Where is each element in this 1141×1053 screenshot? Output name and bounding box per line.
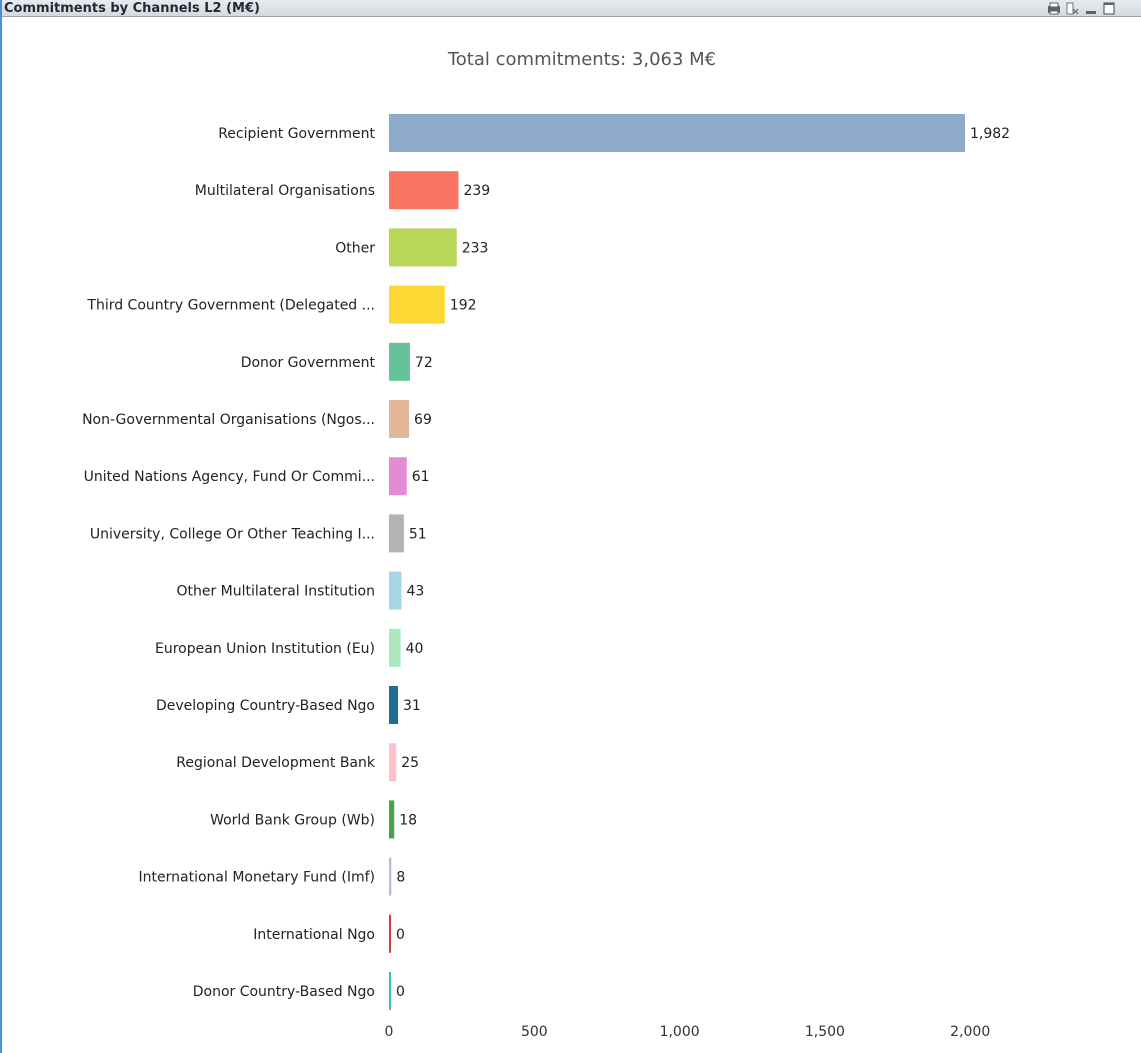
value-label: 192	[450, 298, 477, 314]
print-icon[interactable]	[1046, 1, 1062, 16]
value-label: 8	[396, 870, 405, 886]
x-tick-label: 0	[385, 1024, 394, 1040]
bar[interactable]	[389, 972, 391, 1010]
bar[interactable]	[389, 800, 395, 839]
x-tick-label: 500	[521, 1024, 548, 1040]
bar[interactable]	[389, 114, 965, 152]
bar[interactable]	[389, 285, 445, 324]
window-title: Commitments by Channels L2 (M€)	[4, 1, 260, 16]
category-label: World Bank Group (Wb)	[210, 812, 375, 828]
value-label: 1,982	[970, 126, 1010, 142]
bar[interactable]	[389, 686, 399, 724]
bar[interactable]	[389, 228, 457, 267]
category-label: Non-Governmental Organisations (Ngos...	[82, 412, 375, 428]
category-label: University, College Or Other Teaching I.…	[90, 526, 375, 542]
minimize-icon[interactable]	[1083, 1, 1099, 16]
value-label: 43	[406, 584, 424, 600]
bar[interactable]	[389, 914, 391, 953]
bar[interactable]	[389, 457, 407, 496]
bar[interactable]	[389, 342, 410, 381]
category-label: Multilateral Organisations	[195, 183, 375, 199]
x-axis: 0 500 1,000 1,500 2,000	[385, 1024, 991, 1040]
value-label: 0	[396, 984, 405, 1000]
value-label: 72	[415, 355, 433, 371]
value-label: 233	[462, 240, 489, 256]
bar[interactable]	[389, 514, 404, 553]
category-label: International Ngo	[253, 927, 375, 943]
bar-chart: Total commitments: 3,063 M€ Recipient Go…	[82, 49, 1010, 1040]
category-label: International Monetary Fund (Imf)	[139, 870, 375, 886]
category-label: European Union Institution (Eu)	[155, 641, 375, 657]
category-label: Other Multilateral Institution	[176, 584, 375, 600]
bar[interactable]	[389, 571, 402, 610]
category-label: Recipient Government	[218, 126, 375, 142]
category-label: United Nations Agency, Fund Or Commi...	[84, 469, 375, 485]
value-label: 69	[414, 412, 432, 428]
value-label: 239	[463, 183, 490, 199]
chart-title: Total commitments: 3,063 M€	[447, 49, 716, 70]
bars-layer: Recipient Government 1,982 Multilateral Or…	[82, 114, 1010, 1010]
x-tick-label: 2,000	[950, 1024, 990, 1040]
value-label: 25	[401, 755, 419, 771]
bar[interactable]	[389, 171, 459, 210]
category-label: Other	[335, 240, 375, 256]
category-label: Donor Country-Based Ngo	[193, 984, 375, 1000]
x-tick-label: 1,500	[805, 1024, 845, 1040]
bar[interactable]	[389, 857, 392, 896]
bar[interactable]	[389, 628, 401, 667]
x-tick-label: 1,000	[660, 1024, 700, 1040]
value-label: 18	[399, 812, 417, 828]
bar[interactable]	[389, 743, 397, 782]
category-label: Third Country Government (Delegated ...	[86, 298, 375, 314]
clear-selections-icon[interactable]	[1064, 1, 1080, 16]
value-label: 51	[409, 526, 427, 542]
value-label: 31	[403, 698, 421, 714]
value-label: 61	[412, 469, 430, 485]
maximize-icon[interactable]	[1101, 1, 1117, 16]
value-label: 40	[406, 641, 424, 657]
category-label: Regional Development Bank	[176, 755, 376, 771]
bar[interactable]	[389, 400, 410, 438]
value-label: 0	[396, 927, 405, 943]
window-titlebar[interactable]: Commitments by Channels L2 (M€)	[2, 0, 1141, 17]
category-label: Donor Government	[241, 355, 376, 371]
category-label: Developing Country-Based Ngo	[156, 698, 375, 714]
